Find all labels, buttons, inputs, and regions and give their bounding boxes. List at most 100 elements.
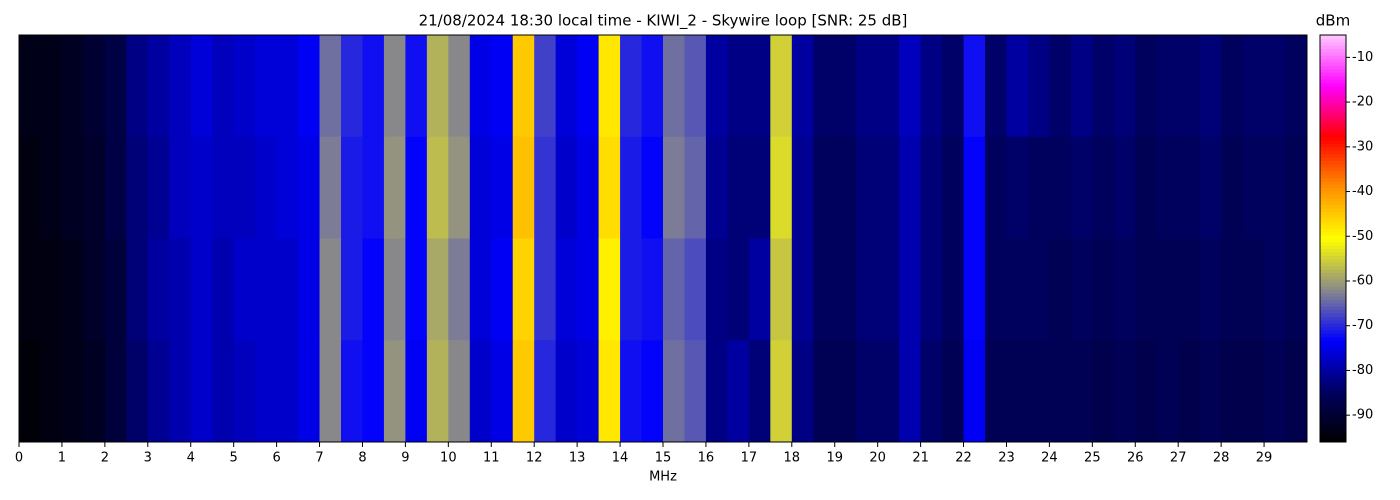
x-tick-label: 28: [1213, 451, 1230, 466]
colorbar-segment: [1320, 38, 1346, 43]
heat-cell: [555, 35, 578, 138]
heat-cell: [383, 340, 406, 443]
heat-cell: [942, 340, 965, 443]
heat-cell: [147, 238, 170, 341]
heat-cell: [834, 238, 857, 341]
colorbar-segment: [1320, 248, 1346, 253]
heat-cell: [405, 340, 428, 443]
heat-cell: [663, 340, 685, 443]
heat-cell: [126, 35, 149, 138]
heat-cell: [598, 35, 621, 138]
colorbar-segment: [1320, 289, 1346, 294]
colorbar-segment: [1320, 92, 1346, 97]
colorbar-segment: [1320, 157, 1346, 161]
heat-cell: [705, 136, 728, 239]
heat-cell: [233, 238, 256, 341]
x-tick-label: 23: [998, 451, 1015, 466]
colorbar-segment: [1320, 418, 1346, 423]
colorbar-segment: [1320, 309, 1346, 314]
x-tick-label: 12: [526, 451, 543, 466]
heat-cell: [212, 340, 235, 443]
heat-cell: [1156, 238, 1179, 341]
x-tick-label: 21: [912, 451, 929, 466]
x-tick-label: 13: [569, 451, 586, 466]
heat-cell: [813, 35, 836, 138]
heat-cell: [985, 136, 1007, 239]
heat-cell: [963, 238, 986, 341]
heat-cell: [899, 238, 922, 341]
heat-cell: [920, 136, 943, 239]
heat-cell: [1178, 238, 1201, 341]
heat-cell: [877, 340, 900, 443]
heat-cell: [748, 35, 771, 138]
heat-cell: [534, 136, 557, 239]
heat-cell: [362, 35, 385, 138]
colorbar-segment: [1320, 285, 1346, 290]
heat-cell: [1178, 35, 1201, 138]
heat-cell: [190, 238, 213, 341]
colorbar-segment: [1320, 194, 1346, 199]
colorbar-segment: [1320, 326, 1346, 331]
colorbar-segment: [1320, 96, 1346, 100]
heat-cell: [40, 35, 63, 138]
heat-cell: [61, 238, 84, 341]
heat-cell: [341, 35, 363, 138]
colorbar-segment: [1320, 113, 1346, 117]
heat-cell: [727, 238, 750, 341]
heat-cell: [362, 340, 385, 443]
colorbar-segment: [1320, 197, 1346, 202]
colorbar-segment: [1320, 296, 1346, 301]
heat-cell: [1156, 35, 1179, 138]
colorbar-segment: [1320, 231, 1346, 236]
heat-cell: [856, 340, 879, 443]
colorbar-tick-label: -50: [1352, 229, 1373, 244]
colorbar-tick-label: -20: [1352, 95, 1373, 110]
colorbar-segment: [1320, 404, 1346, 409]
heat-cell: [426, 238, 449, 341]
heat-cell: [319, 238, 342, 341]
colorbar-segment: [1320, 89, 1346, 94]
heat-cell: [512, 136, 535, 239]
heat-cell: [1242, 238, 1265, 341]
heat-cell: [1049, 136, 1072, 239]
colorbar-segment: [1320, 363, 1346, 368]
x-tick-label: 5: [230, 451, 238, 466]
x-tick-label: 1: [58, 451, 66, 466]
colorbar-tick-label: -30: [1352, 139, 1373, 154]
heat-cell: [856, 238, 879, 341]
heat-cell: [298, 35, 321, 138]
heat-cell: [684, 340, 707, 443]
heat-cell: [727, 35, 750, 138]
colorbar-segment: [1320, 340, 1346, 345]
heat-cell: [147, 35, 170, 138]
heat-cell: [383, 35, 406, 138]
colorbar-segment: [1320, 425, 1346, 429]
heat-cell: [1221, 238, 1244, 341]
heat-cell: [212, 35, 235, 138]
heat-cell: [19, 238, 41, 341]
heat-cell: [1199, 136, 1222, 239]
heat-cell: [1285, 35, 1308, 138]
heat-cell: [1092, 340, 1115, 443]
heat-cell: [1027, 35, 1050, 138]
heat-cell: [491, 238, 514, 341]
heat-cell: [362, 238, 385, 341]
chart-title: 21/08/2024 18:30 local time - KIWI_2 - S…: [419, 12, 908, 31]
heat-cell: [985, 238, 1007, 341]
colorbar-segment: [1320, 269, 1346, 273]
colorbar-segment: [1320, 421, 1346, 426]
x-tick-label: 3: [144, 451, 152, 466]
heat-cell: [1049, 238, 1072, 341]
heat-cell: [1113, 340, 1136, 443]
heat-cell: [534, 35, 557, 138]
heat-cell: [598, 136, 621, 239]
heat-cell: [877, 238, 900, 341]
colorbar-segment: [1320, 401, 1346, 406]
heat-cell: [40, 136, 63, 239]
colorbar-segment: [1320, 184, 1346, 189]
heat-cell: [770, 238, 793, 341]
colorbar-segment: [1320, 180, 1346, 185]
heat-cell: [684, 136, 707, 239]
heat-cell: [641, 340, 664, 443]
